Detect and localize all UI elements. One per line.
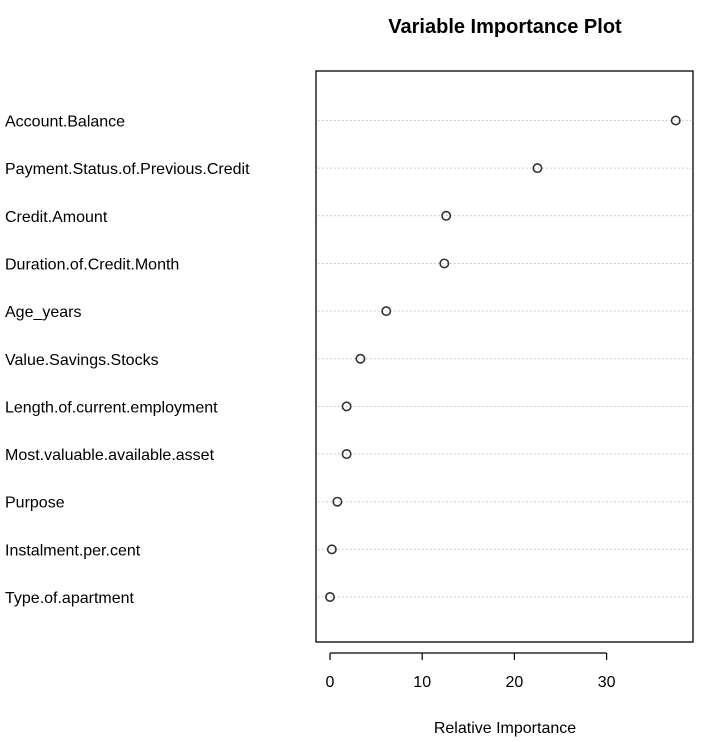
x-axis: 0 10 20 30 [326,652,616,691]
data-point [355,353,366,364]
chart-title: Variable Importance Plot [388,16,622,38]
data-points [324,115,681,602]
data-point [324,591,335,602]
data-point [670,115,681,126]
category-label: Value.Savings.Stocks [5,352,159,369]
category-label: Age_years [5,304,82,321]
category-label: Type.of.apartment [5,590,135,607]
plot-frame [315,70,694,643]
grid-lines [318,120,691,598]
data-point [341,449,352,460]
x-tick-label: 30 [598,674,616,691]
category-label: Instalment.per.cent [5,542,141,559]
category-labels: Account.Balance Payment.Status.of.Previou… [5,114,250,608]
data-point [532,163,543,174]
data-point [341,401,352,412]
x-axis-title: Relative Importance [434,720,576,737]
category-label: Account.Balance [5,114,125,131]
data-point [441,210,452,221]
data-point [332,496,343,507]
category-label: Purpose [5,495,65,512]
data-point [326,544,337,555]
data-point [439,258,450,269]
x-tick-label: 0 [326,674,335,691]
category-label: Duration.of.Credit.Month [5,256,179,273]
x-tick-label: 10 [413,674,431,691]
data-point [381,306,392,317]
category-label: Credit.Amount [5,209,108,226]
category-label: Most.valuable.available.asset [5,447,215,464]
category-label: Payment.Status.of.Previous.Credit [5,161,250,178]
x-tick-label: 20 [506,674,524,691]
category-label: Length.of.current.employment [5,399,218,416]
